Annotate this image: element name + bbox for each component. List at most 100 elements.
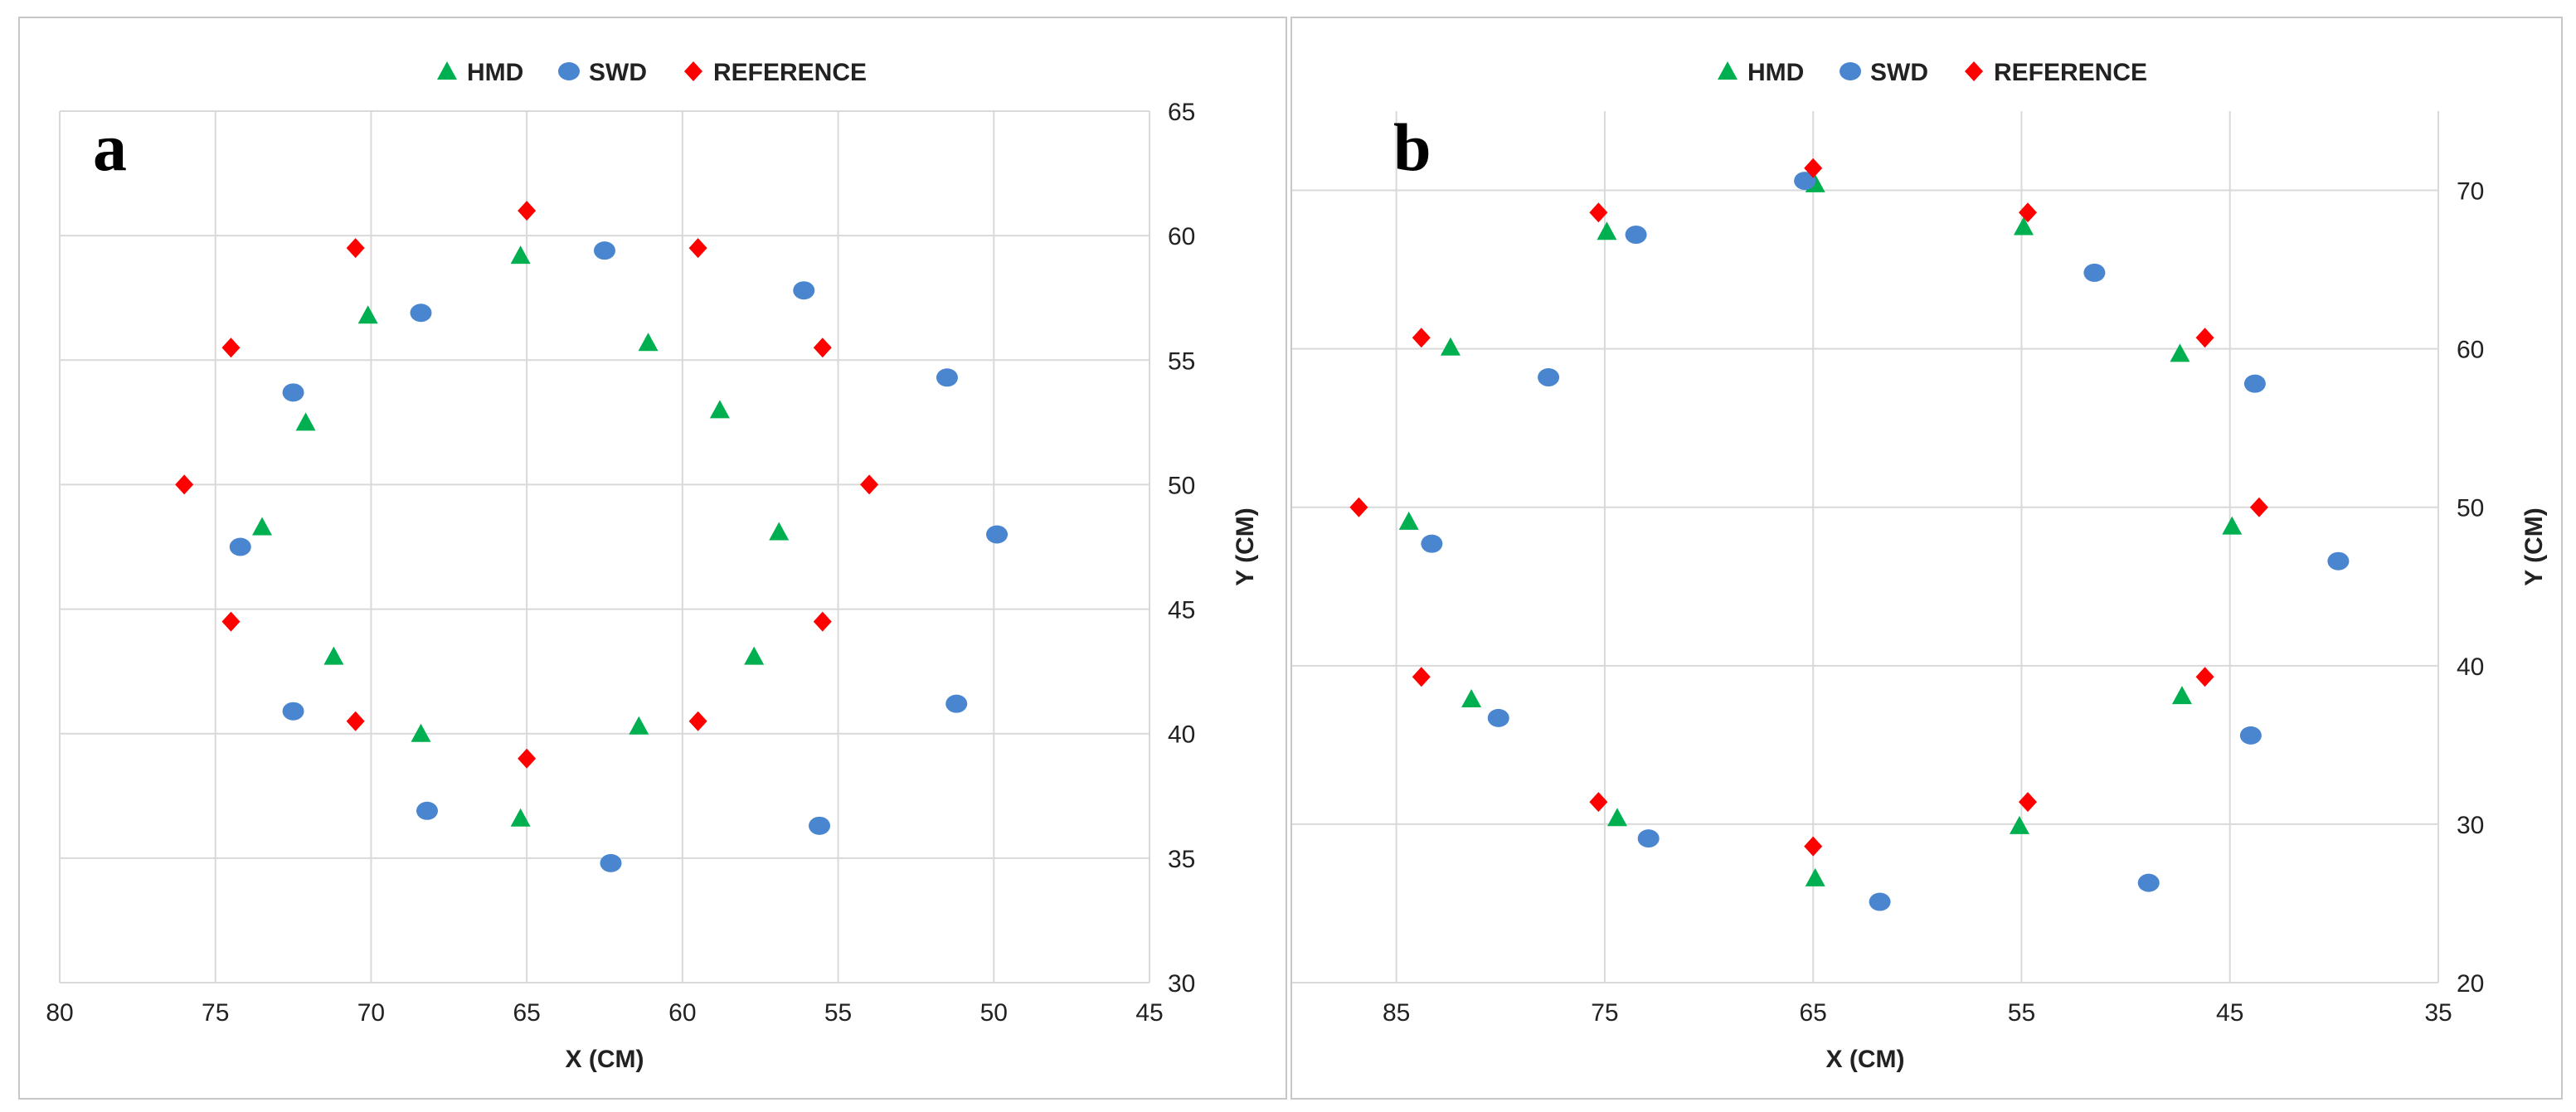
y-tick-label: 50 xyxy=(1168,472,1195,499)
data-point xyxy=(357,305,378,324)
series-swd xyxy=(229,241,1009,872)
data-point xyxy=(416,801,439,820)
x-tick-label: 75 xyxy=(202,999,229,1027)
data-point xyxy=(2137,873,2160,892)
series-swd xyxy=(1421,172,2350,911)
data-point xyxy=(346,238,365,259)
data-point xyxy=(295,412,316,431)
x-tick-label: 45 xyxy=(1135,999,1163,1027)
legend-marker-hmd xyxy=(1718,61,1738,80)
x-tick-label: 55 xyxy=(824,999,852,1027)
data-point xyxy=(600,853,622,872)
y-tick-label: 35 xyxy=(1168,846,1195,873)
data-point xyxy=(2013,216,2034,236)
y-tick-label: 60 xyxy=(2457,337,2484,364)
chart-panel-a: 80 75 70 65 60 55 50 45 30 35 40 45 50 55 60 65 X (CM) Y … xyxy=(18,17,1287,1100)
y-tick-label: 65 xyxy=(1168,99,1195,126)
x-tick-label: 65 xyxy=(513,999,540,1027)
legend-label: HMD xyxy=(467,59,523,86)
data-point xyxy=(2195,328,2214,348)
data-point xyxy=(1589,202,1608,223)
x-axis-title: X (CM) xyxy=(1826,1046,1905,1073)
data-point xyxy=(1597,221,1617,240)
y-tick-label: 45 xyxy=(1168,597,1195,624)
series-reference xyxy=(175,201,879,769)
y-axis-title: Y (CM) xyxy=(2520,507,2548,585)
panel-label: a xyxy=(93,109,127,185)
chart-panel-b: 85 75 65 55 45 35 20 30 40 50 60 70 X (CM) Y (CM) b HMD… xyxy=(1290,17,2563,1100)
data-point xyxy=(1804,836,1823,857)
data-point xyxy=(2243,374,2266,393)
data-point xyxy=(629,716,649,735)
legend-label: HMD xyxy=(1747,59,1804,86)
data-point xyxy=(813,611,832,632)
legend-label: SWD xyxy=(589,59,647,86)
data-point xyxy=(936,368,958,387)
data-point xyxy=(1804,158,1823,178)
data-point xyxy=(2018,792,2037,813)
gridlines xyxy=(59,110,1150,983)
data-point xyxy=(518,201,537,221)
x-tick-label: 80 xyxy=(46,999,73,1027)
x-tick-label: 70 xyxy=(357,999,385,1027)
x-axis-title: X (CM) xyxy=(566,1046,644,1073)
x-tick-label: 65 xyxy=(1799,999,1826,1027)
panel-label: b xyxy=(1393,109,1431,185)
legend-marker-swd xyxy=(558,62,580,80)
data-point xyxy=(221,337,241,358)
x-tick-label: 50 xyxy=(980,999,1008,1027)
data-point xyxy=(1637,829,1660,848)
data-point xyxy=(986,525,1009,544)
data-point xyxy=(1805,867,1825,886)
data-point xyxy=(411,723,431,742)
y-tick-label: 30 xyxy=(2457,812,2484,839)
x-tick-label: 55 xyxy=(2008,999,2035,1027)
legend: HMD SWD REFERENCE xyxy=(1718,59,2147,86)
data-point xyxy=(510,808,531,827)
legend-label: REFERENCE xyxy=(1994,59,2147,86)
data-point xyxy=(793,281,815,300)
data-point xyxy=(1440,337,1461,356)
data-point xyxy=(2009,815,2029,834)
y-axis-title: Y (CM) xyxy=(1232,507,1259,585)
legend-label: SWD xyxy=(1870,59,1928,86)
series-hmd xyxy=(252,245,790,827)
data-point xyxy=(229,537,251,556)
data-point xyxy=(813,337,832,358)
legend-marker-swd xyxy=(1840,62,1861,80)
data-point xyxy=(2083,263,2106,282)
y-tick-label: 50 xyxy=(2457,495,2484,522)
data-point xyxy=(2222,516,2243,535)
y-tick-label: 30 xyxy=(1168,970,1195,998)
data-point xyxy=(2171,686,2192,705)
legend-marker-reference xyxy=(684,61,702,81)
data-point xyxy=(323,646,344,665)
y-tick-label: 40 xyxy=(1168,721,1195,749)
data-point xyxy=(1625,226,1647,245)
y-tick-label: 55 xyxy=(1168,347,1195,375)
data-point xyxy=(282,702,304,721)
y-tick-label: 20 xyxy=(2457,970,2484,998)
data-point xyxy=(744,646,765,665)
gridlines xyxy=(1292,111,2439,983)
legend-marker-hmd xyxy=(437,61,457,80)
data-point xyxy=(518,748,537,769)
x-tick-label: 85 xyxy=(1383,999,1410,1027)
data-point xyxy=(2170,343,2190,362)
data-point xyxy=(945,694,968,713)
data-point xyxy=(346,711,365,731)
data-point xyxy=(2195,667,2214,687)
legend-marker-reference xyxy=(1965,61,1983,81)
data-point xyxy=(1794,172,1816,191)
data-point xyxy=(2327,551,2350,571)
x-tick-label: 75 xyxy=(1591,999,1618,1027)
data-point xyxy=(1606,808,1627,827)
y-tick-label: 60 xyxy=(1168,223,1195,250)
data-point xyxy=(688,238,707,259)
data-point xyxy=(860,474,879,495)
data-point xyxy=(221,611,241,632)
data-point xyxy=(769,522,790,541)
y-tick-label: 40 xyxy=(2457,653,2484,681)
x-tick-label: 45 xyxy=(2216,999,2243,1027)
